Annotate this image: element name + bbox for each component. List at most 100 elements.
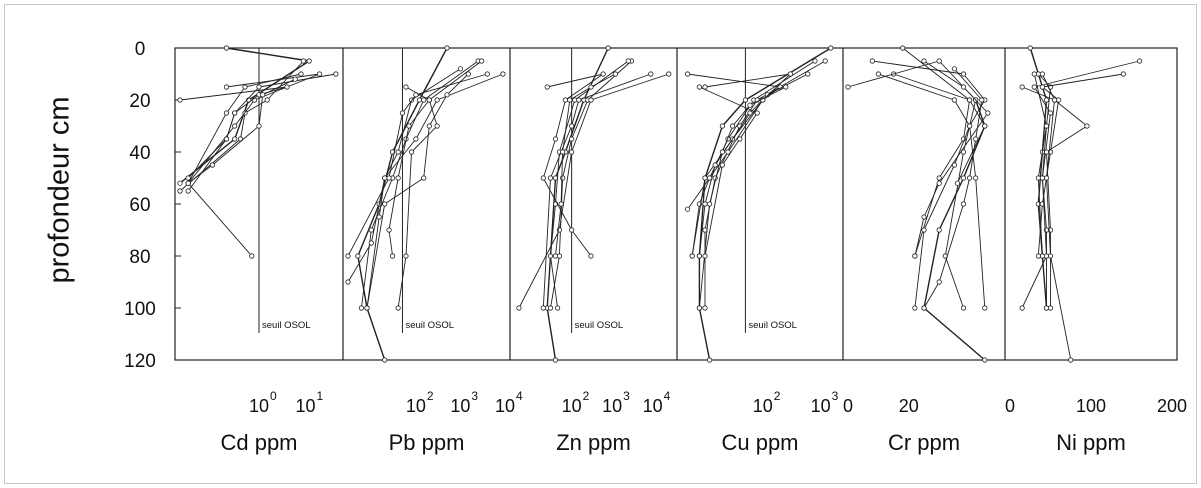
data-point [547,175,554,181]
profile-line [1033,60,1140,308]
data-point [177,97,183,103]
profile-line [687,73,781,257]
data-point [382,201,388,207]
data-point [209,162,216,168]
data-point [376,214,382,220]
data-point [406,123,412,129]
data-point [951,66,958,72]
data-point [355,253,361,259]
data-point [434,97,440,103]
data-point [444,92,450,98]
data-point [973,175,979,181]
data-point [954,180,961,186]
data-point [386,227,392,233]
data-point [729,123,736,129]
threshold-label: seuil OSOL [405,320,454,331]
profile-line [366,68,461,309]
x-tick-label: 10 [562,396,582,416]
x-tick-label: 10 [811,396,831,416]
panel-ni: 0 100 200 Ni ppm [1004,45,1187,455]
data-point [576,97,582,103]
data-point [1039,175,1046,181]
data-point [421,175,427,181]
data-point [747,102,753,108]
data-point [403,253,409,259]
data-point [1043,123,1050,129]
data-point [560,175,566,181]
y-tick-label: 0 [135,39,146,60]
data-point [552,357,559,363]
x-tick-exponent: 4 [516,389,523,403]
figure-frame [4,4,1197,484]
data-point [612,71,618,77]
profile-line [187,73,302,184]
data-point [298,71,304,77]
x-tick-exponent: 3 [623,389,630,403]
x-tick-exponent: 0 [270,389,277,403]
data-point [588,84,594,90]
data-point [921,58,927,64]
data-point [382,357,388,363]
data-point [249,253,255,259]
y-tick-label: 20 [129,91,150,112]
data-point [223,45,230,51]
data-point [479,58,485,64]
data-point [985,110,991,116]
data-point [465,71,471,77]
x-tick-label: 100 [1076,396,1106,416]
data-point [368,227,374,233]
data-point [960,71,967,77]
x-tick-exponent: 2 [427,389,434,403]
data-point [588,253,594,259]
data-point [725,149,731,155]
data-point [696,253,702,259]
data-point [1051,97,1058,103]
data-point [540,305,546,311]
x-tick-label: 0 [843,396,853,416]
data-point [966,175,973,181]
data-point [921,214,927,220]
panel-cr: 0 20 Cr ppm [842,45,991,455]
data-point [706,357,713,363]
data-point [395,175,401,181]
threshold-label: seuil OSOL [748,320,797,331]
plot-frame [174,47,1178,361]
data-point [395,305,401,311]
data-point [960,175,967,181]
data-point [547,305,554,311]
data-point [960,84,967,90]
profile-line [923,68,983,309]
y-tick-label: 100 [124,299,156,320]
data-point [1047,305,1054,311]
data-point [1039,71,1046,77]
profile-line [893,73,971,257]
data-point [822,58,828,64]
profile-line [366,73,469,309]
data-point [484,71,490,77]
data-point [982,123,988,129]
data-point [408,149,415,155]
profile-line [550,60,629,309]
data-point [1019,305,1025,311]
data-point [395,149,401,155]
data-point [554,305,561,311]
x-tick-label: 10 [753,396,773,416]
data-point [177,188,183,194]
data-point [982,305,988,311]
data-point [812,58,818,64]
data-point [605,45,611,51]
data-point [457,66,464,72]
data-point [560,149,566,155]
data-point [232,123,238,129]
data-point [569,149,575,155]
data-point [702,201,708,207]
data-point [960,305,967,311]
data-point [696,84,702,90]
data-point [689,253,695,259]
data-point [979,97,985,103]
profile-line [388,60,482,257]
data-point [805,71,811,77]
